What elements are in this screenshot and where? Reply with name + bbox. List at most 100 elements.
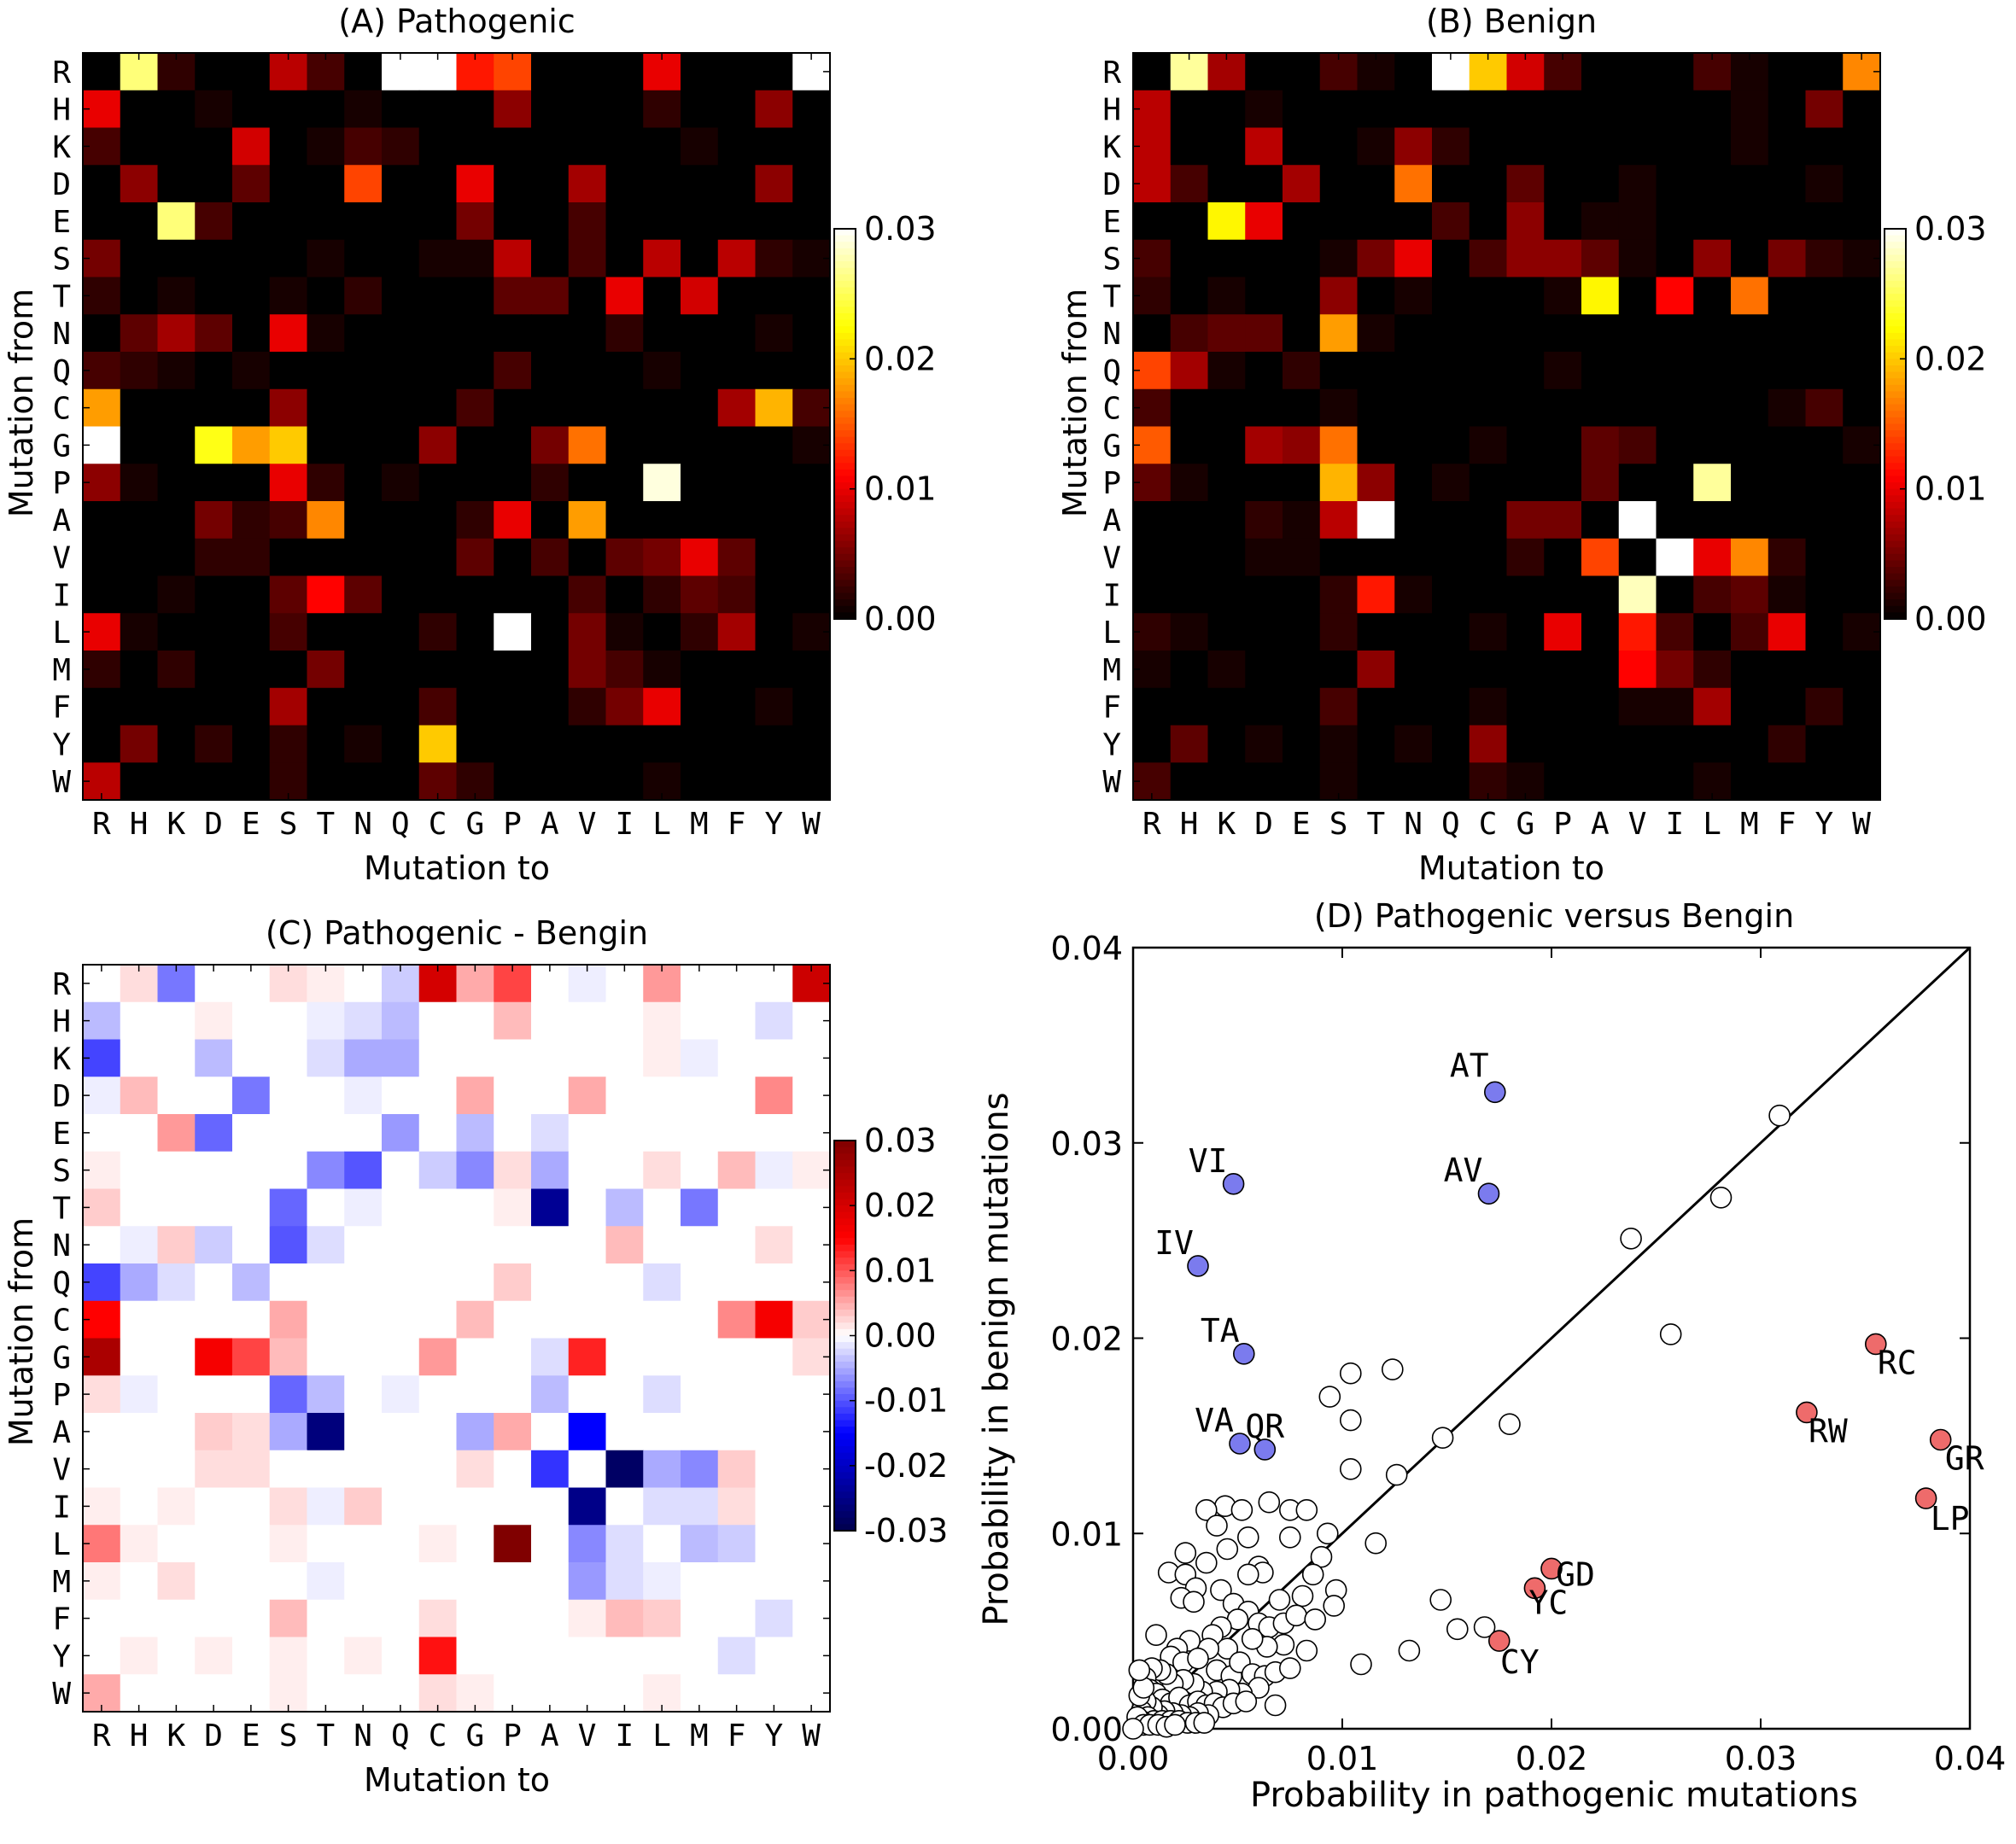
cell-S-to-S	[269, 239, 308, 278]
cell-S-to-E	[232, 239, 271, 278]
panel-b-cells	[1133, 53, 1881, 801]
cell-M-to-Q	[382, 1562, 420, 1601]
cell-A-to-K	[157, 1413, 196, 1451]
cell-P-to-A	[1581, 464, 1620, 502]
cell-L-to-E	[1283, 613, 1321, 651]
cell-T-to-N	[344, 1188, 383, 1227]
cell-P-to-Y	[755, 1375, 793, 1414]
colorbar-segment	[1885, 612, 1906, 620]
cell-L-to-E	[232, 1525, 271, 1563]
colorbar-segment	[834, 1511, 856, 1519]
cell-F-to-C	[1469, 687, 1508, 727]
cell-N-to-H	[1170, 314, 1209, 353]
cell-D-to-I	[605, 165, 644, 203]
cell-P-to-C	[1469, 464, 1508, 502]
cell-S-to-C	[1469, 239, 1508, 278]
cell-T-to-G	[456, 277, 494, 315]
cell-Y-to-A	[531, 725, 570, 763]
cell-N-to-D	[195, 314, 233, 353]
cell-I-to-N	[344, 575, 383, 614]
y-tick-label: V	[1102, 541, 1121, 576]
colorbar-segment	[834, 1303, 856, 1310]
cell-T-to-Y	[755, 1188, 793, 1227]
cell-Y-to-F	[717, 1637, 757, 1675]
cell-V-to-E	[232, 538, 271, 577]
cell-G-to-C	[418, 1338, 458, 1376]
cell-D-to-T	[1357, 165, 1395, 203]
cell-A-to-S	[269, 1413, 308, 1451]
scatter-point	[1659, 1323, 1682, 1345]
colorbar-segment	[1885, 326, 1906, 334]
cell-V-to-S	[269, 538, 308, 577]
y-tick-label: G	[52, 429, 71, 464]
cell-N-to-V	[568, 314, 607, 353]
cell-V-to-N	[344, 1450, 383, 1489]
cell-V-to-P	[494, 1450, 532, 1489]
scatter-point	[1340, 1458, 1362, 1480]
cell-I-to-D	[195, 1487, 233, 1526]
y-tick-label: F	[52, 1602, 71, 1637]
cell-L-to-Q	[382, 1525, 420, 1563]
cell-Y-to-N	[344, 1637, 383, 1675]
cell-I-to-C	[1469, 575, 1508, 614]
cell-E-to-T	[307, 202, 345, 241]
colorbar-segment	[834, 1472, 856, 1479]
cell-D-to-G	[456, 1077, 494, 1115]
x-tick-label: K	[167, 807, 186, 842]
cell-S-to-S	[1319, 239, 1359, 278]
scatter-point-AT	[1484, 1081, 1506, 1104]
cell-E-to-Q	[382, 202, 420, 241]
x-tick-label: 0.03	[1725, 1740, 1797, 1777]
scatter-point	[1210, 1578, 1232, 1602]
cell-K-to-P	[494, 1039, 532, 1077]
cell-E-to-H	[120, 202, 159, 241]
cell-E-to-V	[568, 1114, 607, 1152]
panel-d-ylabel: Probability in benign mutations	[977, 1092, 1016, 1625]
y-tick-label: A	[1102, 504, 1121, 539]
cell-I-to-M	[1731, 575, 1769, 614]
cell-L-to-I	[605, 1525, 644, 1563]
cell-S-to-D	[195, 239, 233, 278]
cell-H-to-Q	[382, 90, 420, 129]
cell-H-to-M	[681, 90, 719, 129]
cell-D-to-V	[568, 1077, 607, 1115]
cell-L-to-M	[1731, 613, 1769, 651]
cell-I-to-L	[1693, 575, 1732, 614]
colorbar-segment	[1885, 346, 1906, 353]
colorbar-segment	[834, 1322, 856, 1330]
cell-V-to-Y	[755, 1450, 793, 1489]
cell-N-to-D	[195, 1226, 233, 1264]
cell-C-to-A	[531, 388, 570, 428]
cell-G-to-Q	[382, 426, 420, 464]
cell-M-to-P	[494, 651, 532, 689]
cell-H-to-S	[1319, 90, 1359, 129]
cell-M-to-N	[344, 1562, 383, 1601]
cell-G-to-E	[232, 426, 271, 464]
cell-L-to-T	[307, 613, 345, 651]
cell-A-to-D	[1245, 501, 1283, 540]
colorbar-tick-label: 0.00	[864, 1317, 937, 1355]
cell-L-to-C	[418, 1525, 458, 1563]
cell-P-to-E	[232, 1375, 271, 1414]
cell-A-to-L	[643, 1413, 681, 1451]
cell-P-to-F	[717, 464, 757, 502]
cell-V-to-H	[1170, 538, 1209, 577]
cell-P-to-L	[643, 1375, 681, 1414]
scatter-point	[1350, 1653, 1372, 1676]
cell-Y-to-V	[568, 1637, 607, 1675]
cell-M-to-S	[1319, 651, 1359, 689]
cell-I-to-V	[568, 575, 607, 614]
colorbar-segment	[834, 1427, 856, 1434]
colorbar-segment	[1885, 378, 1906, 386]
x-tick-label: N	[354, 1719, 372, 1754]
cell-A-to-G	[456, 1413, 494, 1451]
cell-D-to-L	[643, 165, 681, 203]
cell-F-to-S	[269, 1599, 308, 1638]
cell-H-to-L	[643, 90, 681, 129]
cell-H-to-V	[568, 90, 607, 129]
cell-D-to-Q	[382, 1077, 420, 1115]
x-tick-label: V	[578, 807, 597, 842]
y-tick-label: S	[52, 242, 71, 277]
cell-I-to-A	[1581, 575, 1620, 614]
